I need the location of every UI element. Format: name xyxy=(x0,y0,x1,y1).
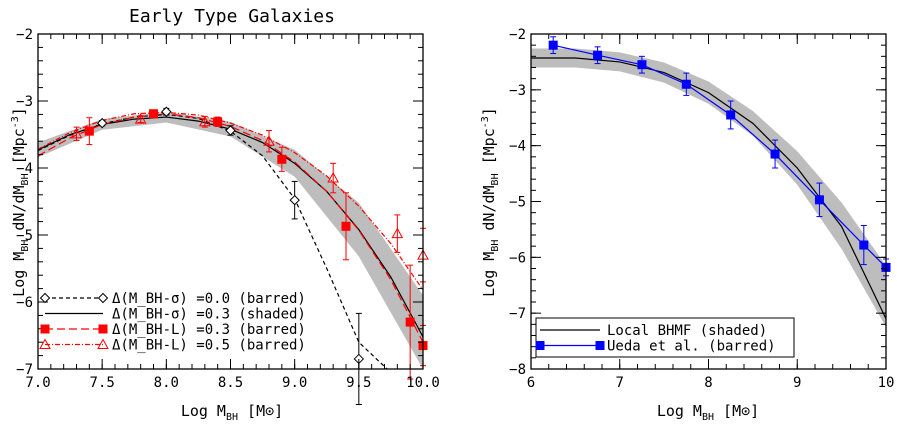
left-data-point-m-bh-0-0-barred xyxy=(289,194,300,206)
right-y-axis-label: Log MBH dN/dMBH [Mpc-3] xyxy=(480,107,501,297)
left-y-tick-label: −4 xyxy=(16,161,33,177)
left-data-point-m-bh-l-0-5-barred xyxy=(70,127,83,139)
left-data-point-m-bh-l-0-3-barred xyxy=(149,109,158,119)
right-x-tick-label: 6 xyxy=(527,375,535,391)
left-legend-marker-m-bh-l-0-5-barred xyxy=(39,338,51,349)
left-x-tick-label: 10.0 xyxy=(406,375,440,391)
right-tick-layer: 6 7 8 9 10 −2 −3 −4 −5 −6 −7 −8 xyxy=(509,27,894,391)
left-panel: 7.0 7.5 8.0 8.5 9.0 9.5 10.0 −2 −3 −4 −5 −6 −7 Δ(M_B… xyxy=(10,6,440,423)
right-panel: 6 7 8 9 10 −2 −3 −4 −5 −6 −7 −8 Local BHMF (shaded)… xyxy=(480,27,894,423)
left-data-point-m-bh-0-0-barred xyxy=(225,125,236,136)
right-x-tick-label: 7 xyxy=(616,375,624,391)
right-data-point-ueda-et-al-barred xyxy=(593,50,603,60)
left-y-tick-label: −5 xyxy=(16,228,33,244)
left-legend-marker-m-bh-0-0-barred xyxy=(39,292,51,304)
right-data-point-ueda-et-al-barred xyxy=(637,60,647,70)
left-data-point-m-bh-l-0-5-barred xyxy=(327,172,340,183)
left-data-point-m-bh-l-0-5-barred xyxy=(134,113,147,124)
right-y-tick-label: −6 xyxy=(509,250,526,266)
left-y-tick-label: −3 xyxy=(16,94,33,110)
right-legend: Local BHMF (shaded)Ueda et al. (barred) xyxy=(535,317,795,358)
right-y-tick-label: −2 xyxy=(509,27,526,43)
right-data-point-ueda-et-al-barred xyxy=(548,40,558,50)
left-data-point-m-bh-l-0-3-barred xyxy=(213,117,223,127)
left-y-tick-label: −6 xyxy=(16,295,33,311)
left-y-tick-label: −2 xyxy=(16,27,33,43)
right-shaded-uncertainty-band xyxy=(531,48,886,328)
left-legend-label-m-bh-0-3-shaded: Δ(M_BH-σ) =0.3 (shaded) xyxy=(112,307,306,323)
right-y-tick-label: −5 xyxy=(509,195,526,211)
right-marker-layer xyxy=(548,36,891,277)
right-y-tick-label: −4 xyxy=(509,139,526,155)
left-x-tick-label: 8.5 xyxy=(218,375,243,391)
right-legend-box xyxy=(535,317,795,358)
left-legend-marker-m-bh-0-0-barred xyxy=(97,292,109,304)
right-legend-label-ueda-et-al-barred: Ueda et al. (barred) xyxy=(607,339,776,355)
left-data-point-m-bh-l-0-5-barred xyxy=(198,115,211,127)
left-x-tick-label: 7.0 xyxy=(25,375,50,391)
right-legend-marker-ueda-et-al-barred xyxy=(535,341,545,350)
left-y-axis-label: Log MBH dN/dMBH [Mpc-3] xyxy=(10,107,31,297)
left-x-axis-label: Log MBH [M⊙] xyxy=(181,402,283,423)
right-plot-frame xyxy=(530,33,887,370)
left-legend-label-m-bh-0-0-barred: Δ(M_BH-σ) =0.0 (barred) xyxy=(112,291,306,307)
left-data-point-m-bh-0-0-barred xyxy=(161,106,172,117)
left-marker-layer xyxy=(70,106,429,406)
right-legend-marker-ueda-et-al-barred xyxy=(595,341,605,350)
left-legend-marker-m-bh-l-0-3-barred xyxy=(40,324,50,334)
left-x-tick-label: 7.5 xyxy=(90,375,115,391)
left-chart-title: Early Type Galaxies xyxy=(129,6,335,27)
left-legend-marker-m-bh-l-0-3-barred xyxy=(98,324,108,334)
left-data-point-m-bh-l-0-3-barred xyxy=(277,154,287,164)
right-x-tick-label: 8 xyxy=(704,375,712,391)
left-data-point-m-bh-l-0-3-barred xyxy=(341,221,351,231)
left-legend-label-m-bh-l-0-5-barred: Δ(M_BH-L) =0.5 (barred) xyxy=(112,338,306,354)
left-legend-label-m-bh-l-0-3-barred: Δ(M_BH-L) =0.3 (barred) xyxy=(112,322,306,338)
left-data-point-m-bh-l-0-5-barred xyxy=(391,227,404,239)
right-data-point-ueda-et-al-barred xyxy=(859,240,869,250)
right-y-tick-label: −8 xyxy=(509,362,526,378)
left-data-point-m-bh-0-0-barred xyxy=(96,117,108,129)
left-x-tick-label: 9.5 xyxy=(346,375,371,391)
right-y-tick-label: −7 xyxy=(509,306,526,322)
left-data-point-m-bh-l-0-3-barred xyxy=(405,317,415,327)
left-y-tick-label: −7 xyxy=(16,362,33,378)
right-x-tick-label: 10 xyxy=(878,375,895,391)
right-legend-label-local-bhmf-shaded: Local BHMF (shaded) xyxy=(607,323,767,339)
right-x-tick-label: 9 xyxy=(793,375,801,391)
left-x-tick-label: 8.0 xyxy=(154,375,179,391)
left-data-point-m-bh-l-0-3-barred xyxy=(84,126,94,136)
right-data-point-ueda-et-al-barred xyxy=(726,110,736,120)
left-legend-marker-m-bh-l-0-5-barred xyxy=(97,338,109,349)
right-data-point-ueda-et-al-barred xyxy=(814,195,824,205)
left-data-point-m-bh-l-0-5-barred xyxy=(263,135,275,146)
right-x-axis-label: Log MBH [M⊙] xyxy=(657,402,759,423)
left-legend: Δ(M_BH-σ) =0.0 (barred)Δ(M_BH-σ) =0.3 (s… xyxy=(39,291,306,354)
right-y-tick-label: −3 xyxy=(509,83,526,99)
left-x-tick-label: 9.0 xyxy=(282,375,307,391)
right-data-point-ueda-et-al-barred xyxy=(770,149,780,159)
left-plot-frame xyxy=(37,33,424,370)
right-shaded-band-layer xyxy=(531,48,886,328)
right-data-point-ueda-et-al-barred xyxy=(681,79,691,89)
left-tick-layer: 7.0 7.5 8.0 8.5 9.0 9.5 10.0 −2 −3 −4 −5 −6 −7 xyxy=(16,27,440,391)
